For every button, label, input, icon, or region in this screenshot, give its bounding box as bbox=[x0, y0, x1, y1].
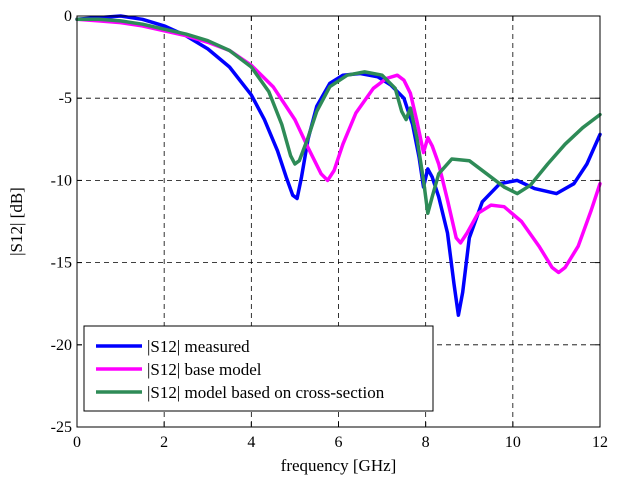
x-tick-label: 2 bbox=[160, 434, 168, 451]
y-axis-title: |S12| [dB] bbox=[7, 187, 26, 256]
y-tick-label: 0 bbox=[64, 8, 72, 25]
legend-label: |S12| measured bbox=[147, 337, 250, 356]
tick-layer: 0 2 4 6 8 10 12 0 -5 -10 -15 -20 -25 bbox=[51, 8, 608, 451]
legend-items: |S12| measured |S12| base model |S12| mode… bbox=[96, 337, 385, 402]
y-tick-label: -10 bbox=[51, 172, 72, 189]
x-axis-title: frequency [GHz] bbox=[281, 456, 397, 475]
x-tick-label: 12 bbox=[592, 434, 608, 451]
x-tick-label: 0 bbox=[73, 434, 81, 451]
x-tick-label: 10 bbox=[505, 434, 521, 451]
x-tick-label: 8 bbox=[422, 434, 430, 451]
series-line-3 bbox=[75, 17, 602, 216]
legend: |S12| measured |S12| base model |S12| mode… bbox=[83, 325, 434, 412]
series-layer bbox=[75, 14, 602, 317]
legend-label: |S12| base model bbox=[147, 360, 262, 379]
x-tick-label: 4 bbox=[247, 434, 255, 451]
y-tick-label: -15 bbox=[51, 255, 72, 272]
x-tick-label: 6 bbox=[335, 434, 343, 451]
y-tick-label: -20 bbox=[51, 337, 72, 354]
y-tick-label: -25 bbox=[51, 419, 72, 436]
legend-box bbox=[83, 325, 434, 412]
y-tick-label: -5 bbox=[59, 90, 72, 107]
legend-label: |S12| model based on cross-section bbox=[147, 383, 385, 402]
